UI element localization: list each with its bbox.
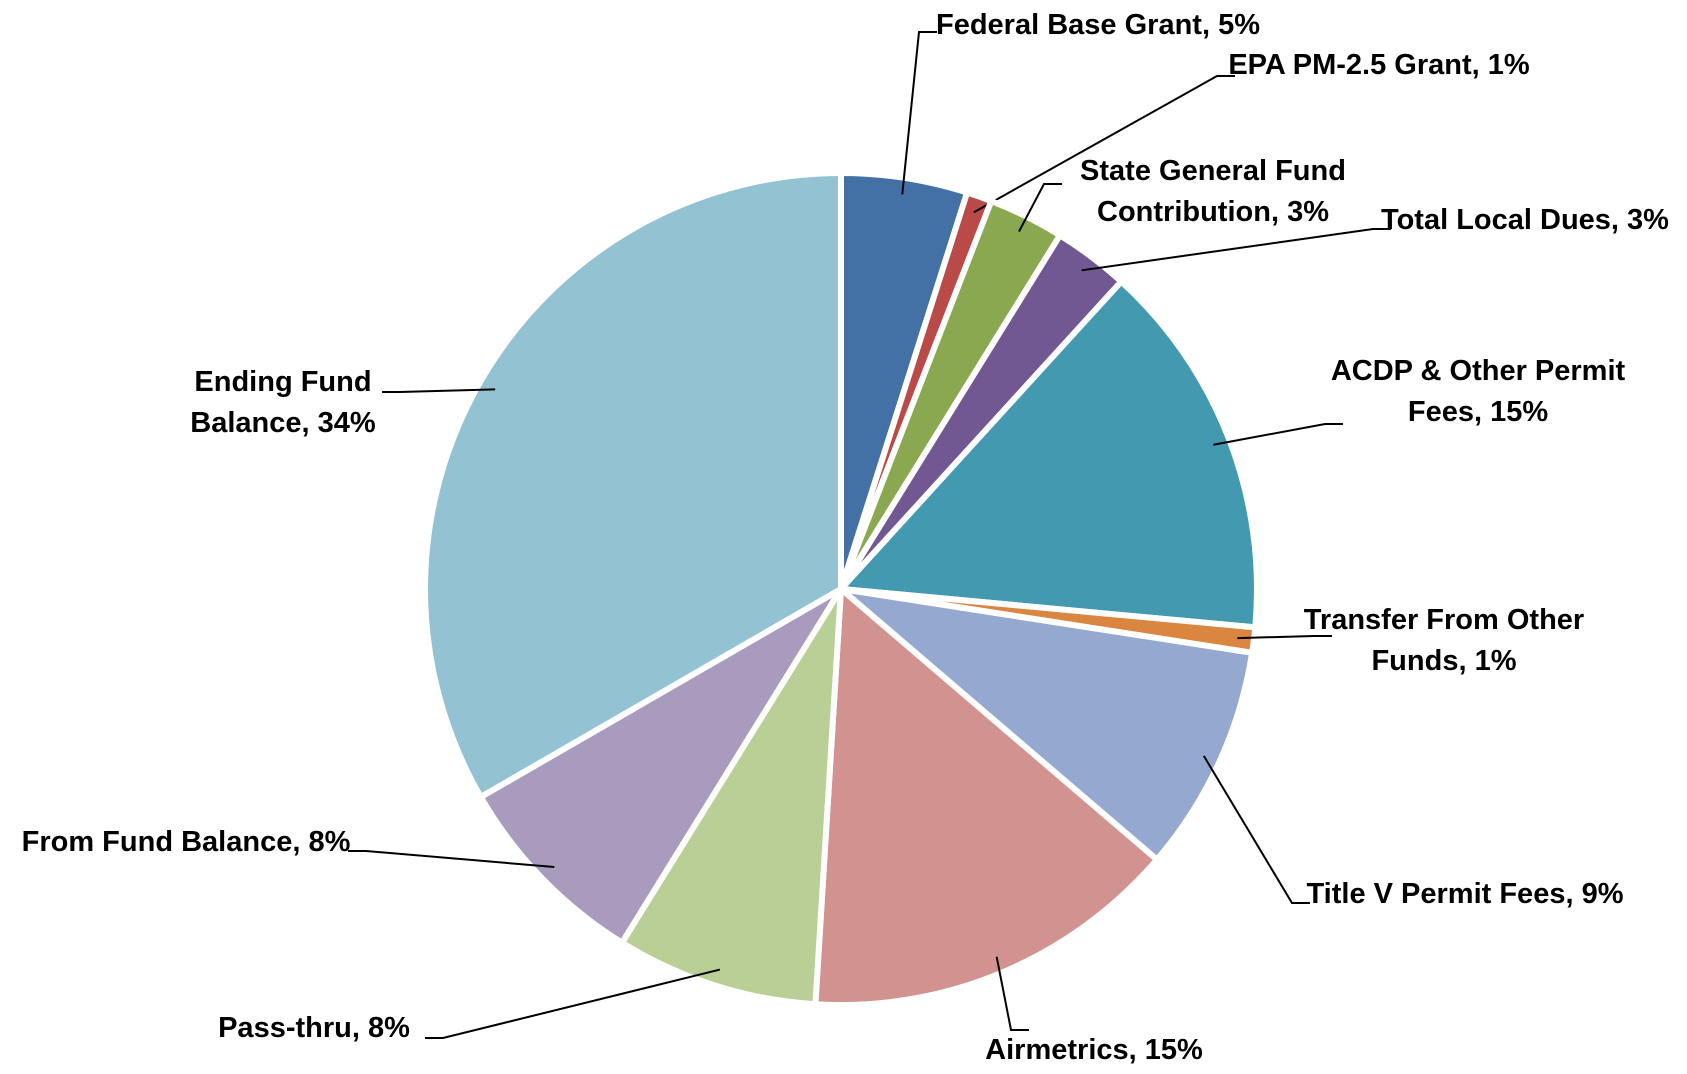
category-name: Pass-thru (218, 1012, 352, 1044)
data-label: State General Fund Contribution, 3% (1043, 151, 1383, 233)
label-separator: , (1473, 396, 1483, 428)
leader-line (1081, 228, 1391, 272)
label-separator: , (1565, 878, 1574, 910)
value-label: 15% (1144, 1034, 1203, 1066)
data-label: Total Local Dues, 3% (1365, 200, 1685, 241)
category-name: ACDP & Other Permit Fees (1330, 355, 1626, 428)
pie-slice (476, 586, 844, 947)
category-name: From Fund Balance (21, 826, 293, 858)
data-label: Pass-thru, 8% (114, 1008, 514, 1049)
pie-slice (834, 277, 1260, 631)
value-label: 5% (1218, 9, 1260, 41)
leader-line (348, 850, 555, 869)
data-label: ACDP & Other Permit Fees, 15% (1318, 351, 1638, 433)
label-separator: , (301, 407, 310, 439)
category-name: Ending Fund Balance (190, 366, 372, 439)
label-separator: , (1458, 645, 1467, 677)
label-separator: , (1471, 49, 1480, 81)
data-label: Airmetrics, 15% (894, 1030, 1294, 1071)
leader-line (1237, 635, 1332, 640)
value-label: 8% (308, 826, 351, 858)
leader-line (1018, 183, 1062, 232)
leader-line (1213, 423, 1343, 446)
value-label: 8% (367, 1012, 410, 1044)
pie-slice (422, 169, 844, 802)
leader-line (901, 31, 937, 195)
category-name: EPA PM-2.5 Grant (1228, 49, 1472, 81)
value-label: 9% (1581, 878, 1624, 910)
leader-line (382, 388, 496, 393)
label-separator: , (292, 826, 301, 858)
label-separator: , (1610, 204, 1619, 236)
leader-line (973, 75, 1235, 214)
label-separator: , (351, 1012, 360, 1044)
value-label: 3% (1627, 204, 1669, 236)
category-name: State General Fund Contribution (1080, 155, 1346, 228)
pie-slice (831, 584, 1256, 864)
data-label: Title V Permit Fees, 9% (1285, 874, 1645, 915)
value-label: 1% (1487, 49, 1530, 81)
value-label: 15% (1490, 396, 1549, 428)
pie-slice (617, 587, 844, 1008)
value-label: 1% (1474, 645, 1517, 677)
leader-line (1202, 755, 1310, 904)
category-name: Transfer From Other Funds (1303, 604, 1585, 677)
leader-line (425, 968, 721, 1039)
pie-slice (812, 582, 1162, 1008)
data-label: From Fund Balance, 8% (6, 822, 366, 863)
category-name: Total Local Dues (1381, 204, 1611, 236)
value-label: 34% (317, 407, 376, 439)
label-separator: , (1270, 196, 1280, 228)
category-name: Title V Permit Fees (1306, 878, 1566, 910)
data-label: Ending Fund Balance, 34% (143, 362, 423, 444)
label-separator: , (1128, 1034, 1137, 1066)
data-label: Transfer From Other Funds, 1% (1284, 600, 1604, 682)
value-label: 3% (1287, 196, 1329, 228)
data-label: Federal Base Grant, 5% (918, 5, 1278, 46)
category-name: Airmetrics (985, 1034, 1129, 1066)
label-separator: , (1201, 9, 1211, 41)
leader-line (995, 956, 1029, 1031)
data-label: EPA PM-2.5 Grant, 1% (1199, 45, 1559, 86)
category-name: Federal Base Grant (936, 9, 1202, 41)
